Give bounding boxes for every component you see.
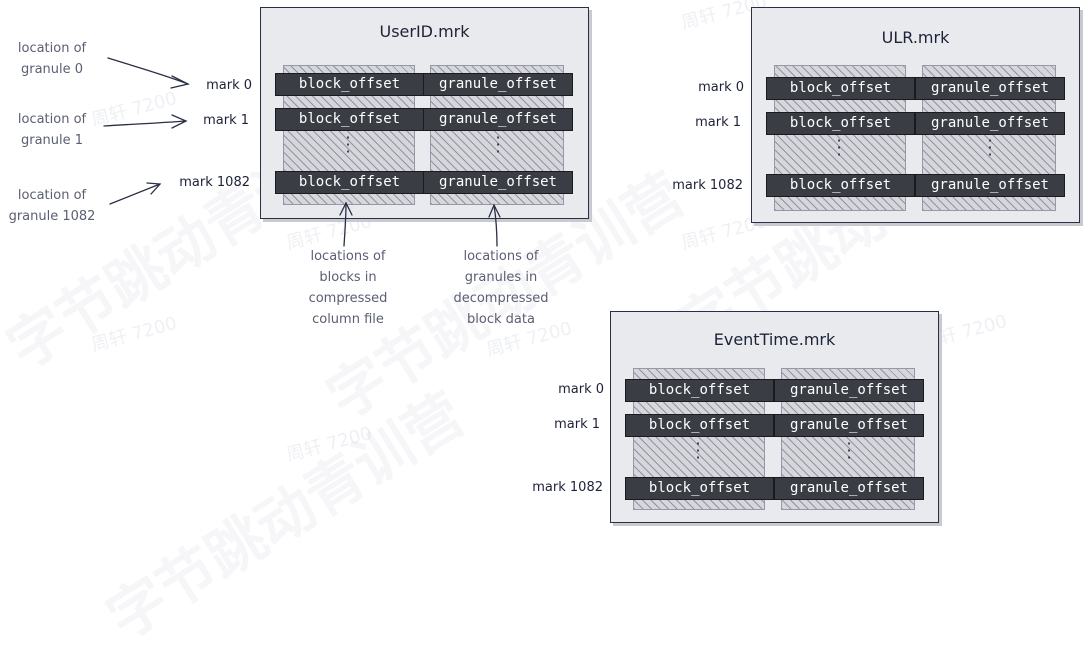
arrow-head (171, 114, 188, 129)
block-offset-cell: block_offset (766, 77, 915, 100)
annotation-granule-1: location of granule 1 (17, 112, 87, 148)
arrow-head (339, 201, 353, 216)
granule-offset-cell: granule_offset (774, 477, 924, 500)
mrk-file-ulr: ULR.mrk block_offset granule_offset bloc… (751, 7, 1080, 223)
annotation-granule-0: location of granule 0 (17, 41, 87, 77)
mark-label-0: mark 0 (206, 78, 252, 93)
annotation-granule-1082: location of granule 1082 (8, 188, 96, 224)
block-offset-cell: block_offset (766, 174, 915, 197)
mark-label-1: mark 1 (554, 417, 600, 432)
block-offset-cell: block_offset (275, 171, 424, 194)
mark-label-1082: mark 1082 (179, 175, 250, 190)
granule-offset-cell: granule_offset (774, 414, 924, 437)
block-offset-cell: block_offset (625, 477, 774, 500)
arrow-head (488, 203, 501, 218)
arrow-granule-1082 (109, 183, 161, 205)
granule-offset-cell: granule_offset (423, 108, 573, 131)
arrow-head (146, 182, 162, 195)
mark-label-0: mark 0 (558, 382, 604, 397)
granule-offset-cell: granule_offset (915, 112, 1065, 135)
ellipsis-dots: · · · (495, 128, 501, 161)
mrk-file-userid: UserID.mrk block_offset granule_offset b… (260, 7, 589, 219)
granule-offset-cell: granule_offset (423, 73, 573, 96)
mrk-file-title: UserID.mrk (379, 22, 470, 41)
block-offset-cell: block_offset (766, 112, 915, 135)
annotation-arrows (103, 57, 501, 247)
block-offset-cell: block_offset (625, 379, 774, 402)
ellipsis-dots: · · · (846, 434, 852, 467)
ellipsis-dots: · · · (345, 128, 351, 161)
ellipsis-dots: · · · (695, 434, 701, 467)
arrow-granule-0 (107, 57, 189, 85)
granule-offset-cell: granule_offset (423, 171, 573, 194)
mark-label-1082: mark 1082 (672, 178, 743, 193)
ellipsis-dots: · · · (836, 131, 842, 164)
mrk-file-title: ULR.mrk (881, 28, 950, 47)
arrow-granule-1 (103, 120, 187, 127)
annotation-granule-locations: locations of granules in decompressed bl… (453, 249, 549, 327)
granule-offset-cell: granule_offset (774, 379, 924, 402)
arrow-granule-locations (493, 204, 498, 247)
mark-label-1: mark 1 (695, 115, 741, 130)
block-offset-cell: block_offset (275, 108, 424, 131)
mark-label-1082: mark 1082 (532, 480, 603, 495)
arrow-head (170, 75, 190, 89)
granule-offset-cell: granule_offset (915, 174, 1065, 197)
annotation-block-locations: locations of blocks in compressed column… (308, 249, 388, 327)
granule-offset-cell: granule_offset (915, 77, 1065, 100)
ellipsis-dots: · · · (987, 131, 993, 164)
mrk-file-title: EventTime.mrk (713, 330, 836, 349)
mark-label-1: mark 1 (203, 113, 249, 128)
mrk-file-eventtime: EventTime.mrk block_offset granule_offse… (610, 311, 939, 523)
mark-label-0: mark 0 (698, 80, 744, 95)
arrow-block-locations (343, 202, 347, 247)
block-offset-cell: block_offset (625, 414, 774, 437)
